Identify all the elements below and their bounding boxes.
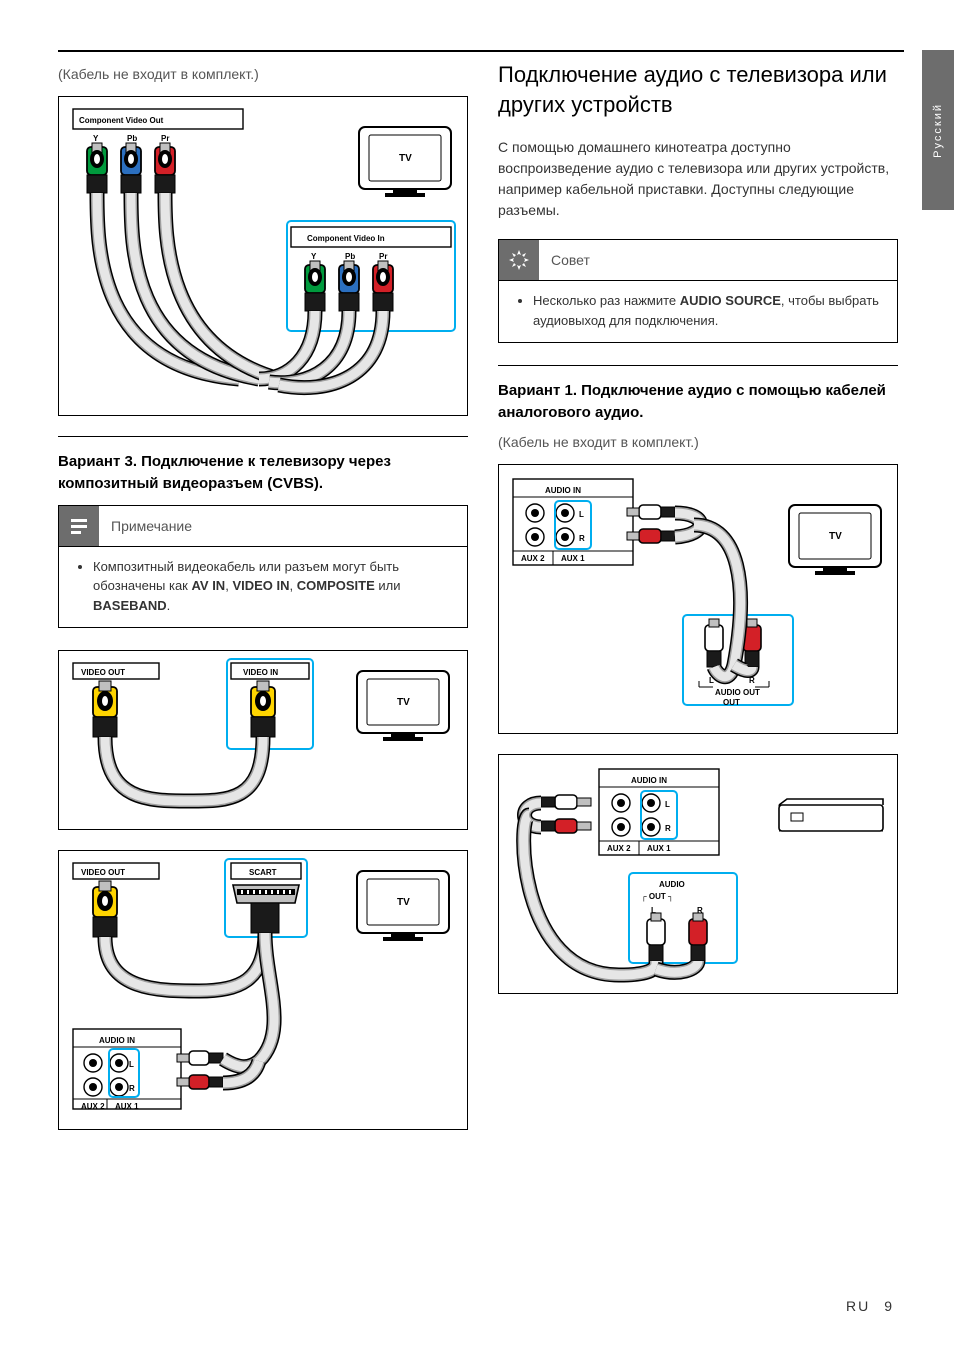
svg-text:AUX 2: AUX 2	[607, 844, 631, 853]
svg-text:AUX 1: AUX 1	[647, 844, 671, 853]
svg-text:L: L	[579, 510, 584, 519]
svg-text:TV: TV	[397, 697, 410, 708]
note-title: Примечание	[99, 518, 192, 534]
svg-text:VIDEO IN: VIDEO IN	[243, 668, 278, 677]
diagram-scart: VIDEO OUT SCART TV	[58, 850, 468, 1130]
svg-text:R: R	[665, 824, 671, 833]
svg-text:AUDIO OUT: AUDIO OUT	[715, 688, 760, 697]
diagram-composite: VIDEO OUT VIDEO IN TV	[58, 650, 468, 830]
svg-text:TV: TV	[397, 897, 410, 908]
top-rule	[58, 50, 904, 52]
audio-intro: С помощью домашнего кинотеатра доступно …	[498, 137, 898, 221]
svg-text:AUX 1: AUX 1	[561, 554, 585, 563]
svg-text:AUDIO: AUDIO	[659, 880, 685, 889]
svg-text:Component Video In: Component Video In	[307, 234, 385, 243]
language-tab: Русский	[922, 50, 954, 210]
svg-text:L: L	[129, 1060, 134, 1069]
svg-text:┌ OUT ┐: ┌ OUT ┐	[641, 892, 674, 902]
svg-text:AUX 2: AUX 2	[81, 1102, 105, 1111]
svg-text:R: R	[579, 534, 585, 543]
svg-text:Y: Y	[311, 252, 317, 261]
variant1-title: Вариант 1. Подключение аудио с помощью к…	[498, 380, 898, 424]
svg-text:AUX 1: AUX 1	[115, 1102, 139, 1111]
svg-text:SCART: SCART	[249, 868, 277, 877]
tip-title: Совет	[539, 252, 590, 268]
cable-note-right: (Кабель не входит в комплект.)	[498, 434, 898, 450]
page-footer: RU9	[846, 1298, 894, 1314]
variant3-title: Вариант 3. Подключение к телевизору чере…	[58, 451, 468, 495]
diagram-audio-tv: AUDIO IN L R AUX 2 AUX 1	[498, 464, 898, 734]
svg-text:VIDEO OUT: VIDEO OUT	[81, 868, 125, 877]
svg-text:AUX 2: AUX 2	[521, 554, 545, 563]
svg-text:Pb: Pb	[345, 252, 355, 261]
svg-text:R: R	[129, 1084, 135, 1093]
note-callout: Примечание Композитный видеокабель или р…	[58, 505, 468, 629]
diagram-component-video: Component Video Out Y Pb Pr	[58, 96, 468, 416]
svg-text:TV: TV	[829, 531, 842, 542]
svg-text:Pr: Pr	[379, 252, 387, 261]
svg-text:L: L	[665, 800, 670, 809]
diagram-audio-stb: AUDIO IN L R AUX 2 AUX 1	[498, 754, 898, 994]
svg-text:Y: Y	[93, 134, 99, 143]
cable-note: (Кабель не входит в комплект.)	[58, 66, 468, 82]
tip-icon	[499, 240, 539, 280]
svg-text:AUDIO IN: AUDIO IN	[545, 486, 581, 495]
tip-callout: Совет Несколько раз нажмите AUDIO SOURCE…	[498, 239, 898, 343]
component-out-label: Component Video Out	[79, 116, 164, 125]
svg-text:VIDEO OUT: VIDEO OUT	[81, 668, 125, 677]
svg-text:OUT: OUT	[723, 698, 740, 707]
note-icon	[59, 506, 99, 546]
svg-text:Pb: Pb	[127, 134, 137, 143]
svg-text:Pr: Pr	[161, 134, 169, 143]
svg-text:TV: TV	[399, 153, 412, 164]
svg-text:AUDIO IN: AUDIO IN	[99, 1036, 135, 1045]
audio-heading: Подключение аудио с телевизора или други…	[498, 60, 898, 119]
svg-text:AUDIO IN: AUDIO IN	[631, 776, 667, 785]
